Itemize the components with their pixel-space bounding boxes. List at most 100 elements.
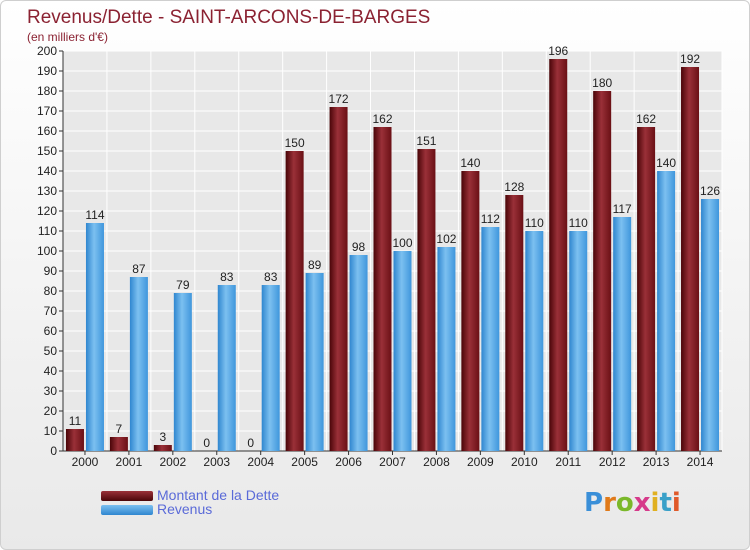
y-tick-label: 140 xyxy=(37,164,57,178)
data-label: 114 xyxy=(85,208,104,222)
bar-dette xyxy=(461,171,480,451)
data-label: 128 xyxy=(504,180,524,194)
x-tick-label: 2006 xyxy=(335,455,362,469)
data-label: 112 xyxy=(481,212,500,226)
bar-revenus xyxy=(701,199,720,451)
x-tick-label: 2013 xyxy=(643,455,670,469)
bar-dette xyxy=(153,445,172,451)
bar-revenus xyxy=(437,247,456,451)
data-label: 87 xyxy=(132,262,146,276)
y-tick-label: 30 xyxy=(44,384,58,398)
y-tick-label: 60 xyxy=(44,324,58,338)
x-tick-label: 2001 xyxy=(116,455,143,469)
data-label: 100 xyxy=(392,236,412,250)
bar-revenus xyxy=(393,251,412,451)
bar-revenus xyxy=(613,217,632,451)
data-label: 151 xyxy=(416,134,436,148)
bar-dette xyxy=(505,195,524,451)
bar-dette xyxy=(681,67,700,451)
x-tick-label: 2002 xyxy=(159,455,186,469)
bar-revenus xyxy=(261,285,280,451)
bar-revenus xyxy=(129,277,148,451)
bar-revenus xyxy=(85,223,104,451)
y-tick-label: 160 xyxy=(37,124,57,138)
bar-dette xyxy=(373,127,392,451)
y-tick-label: 120 xyxy=(37,204,57,218)
bar-dette xyxy=(65,429,84,451)
y-tick-label: 130 xyxy=(37,184,57,198)
bar-dette xyxy=(329,107,348,451)
legend-swatch-revenus xyxy=(101,505,153,515)
data-label: 162 xyxy=(636,112,656,126)
data-label: 126 xyxy=(700,184,720,198)
x-tick-label: 2009 xyxy=(467,455,494,469)
bar-revenus xyxy=(305,273,324,451)
data-label: 83 xyxy=(220,270,234,284)
data-label: 11 xyxy=(69,414,82,428)
data-label: 192 xyxy=(680,52,700,66)
data-label: 3 xyxy=(159,430,166,444)
x-tick-label: 2000 xyxy=(72,455,99,469)
bar-revenus xyxy=(349,255,368,451)
legend-swatch-dette xyxy=(101,491,153,501)
data-label: 98 xyxy=(352,240,366,254)
bar-dette xyxy=(109,437,128,451)
x-tick-label: 2005 xyxy=(291,455,318,469)
y-tick-label: 90 xyxy=(44,264,58,278)
data-label: 140 xyxy=(460,156,480,170)
legend-label-revenus: Revenus xyxy=(157,501,213,517)
chart-subtitle: (en milliers d'€) xyxy=(27,30,108,44)
data-label: 172 xyxy=(329,92,349,106)
y-tick-label: 170 xyxy=(37,104,57,118)
y-tick-label: 150 xyxy=(37,144,57,158)
data-label: 102 xyxy=(436,232,456,246)
bar-dette xyxy=(637,127,656,451)
bar-dette xyxy=(285,151,304,451)
data-label: 83 xyxy=(264,270,278,284)
y-tick-label: 0 xyxy=(50,444,57,458)
x-tick-label: 2014 xyxy=(687,455,714,469)
y-tick-label: 20 xyxy=(44,404,58,418)
data-label: 140 xyxy=(656,156,676,170)
legend-label-dette: Montant de la Dette xyxy=(157,487,280,503)
data-label: 110 xyxy=(569,216,588,230)
y-tick-label: 100 xyxy=(37,244,57,258)
y-tick-label: 50 xyxy=(44,344,58,358)
data-label: 196 xyxy=(548,44,568,58)
x-tick-label: 2008 xyxy=(423,455,450,469)
data-label: 0 xyxy=(247,436,254,450)
bar-revenus xyxy=(173,293,192,451)
data-label: 180 xyxy=(592,76,612,90)
y-tick-label: 190 xyxy=(37,64,57,78)
data-label: 0 xyxy=(203,436,210,450)
x-tick-label: 2004 xyxy=(247,455,274,469)
proxiti-logo: Proxiti xyxy=(584,488,681,518)
y-tick-label: 40 xyxy=(44,364,58,378)
bar-revenus xyxy=(481,227,500,451)
data-label: 150 xyxy=(285,136,305,150)
x-tick-label: 2003 xyxy=(203,455,230,469)
data-label: 79 xyxy=(176,278,190,292)
bar-dette xyxy=(417,149,436,451)
chart-title: Revenus/Dette - SAINT-ARCONS-DE-BARGES xyxy=(27,7,431,28)
y-tick-label: 180 xyxy=(37,84,57,98)
y-tick-label: 80 xyxy=(44,284,58,298)
bar-revenus xyxy=(217,285,236,451)
bar-revenus xyxy=(657,171,676,451)
x-tick-label: 2012 xyxy=(599,455,626,469)
x-tick-label: 2007 xyxy=(379,455,406,469)
y-tick-label: 10 xyxy=(44,424,58,438)
x-tick-label: 2011 xyxy=(555,455,581,469)
y-tick-label: 70 xyxy=(44,304,58,318)
y-tick-label: 200 xyxy=(37,44,57,58)
bar-revenus xyxy=(569,231,588,451)
data-label: 7 xyxy=(116,422,123,436)
bar-dette xyxy=(549,59,568,451)
data-label: 117 xyxy=(613,202,632,216)
data-label: 162 xyxy=(372,112,392,126)
x-tick-label: 2010 xyxy=(511,455,538,469)
bar-dette xyxy=(593,91,612,451)
bar-revenus xyxy=(525,231,544,451)
